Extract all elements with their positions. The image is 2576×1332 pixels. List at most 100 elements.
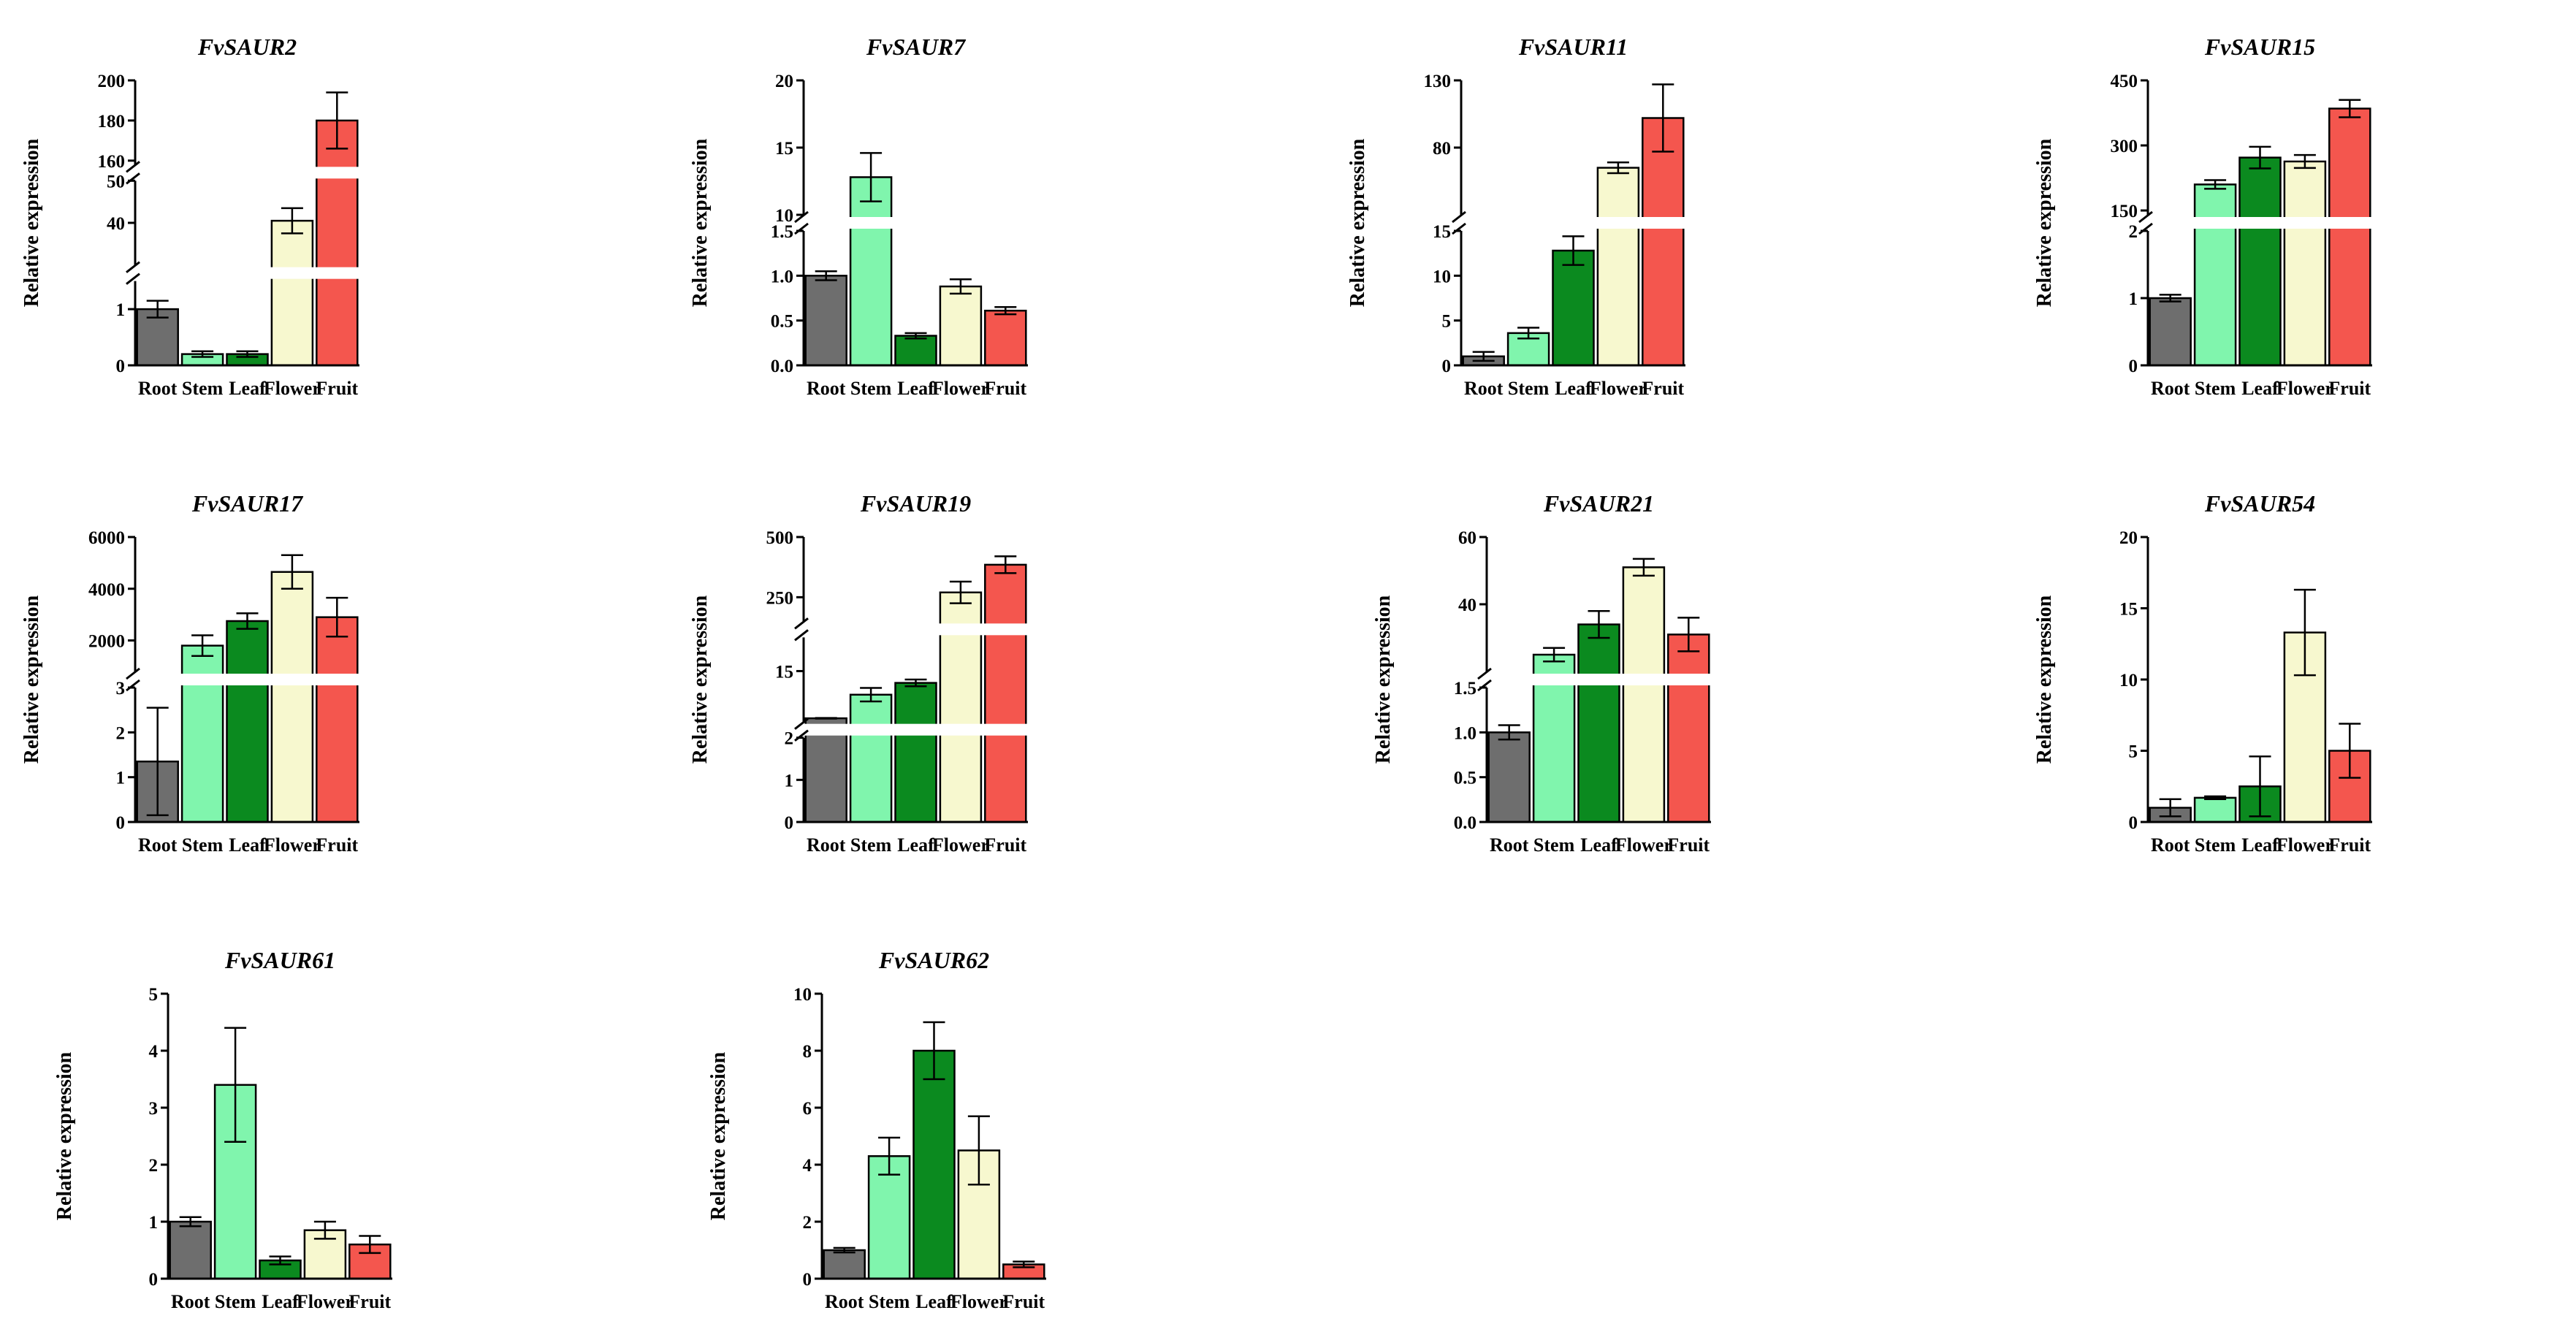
y-tick-label: 10 — [775, 206, 793, 226]
y-tick-label: 0 — [116, 813, 126, 833]
bar-flower — [1596, 167, 1640, 367]
y-tick-label: 2 — [116, 723, 126, 743]
y-tick-label: 10 — [793, 985, 812, 1005]
y-axis-label: Relative expression — [20, 595, 43, 764]
axis-break-gap — [1595, 217, 1641, 229]
axis-break-mark — [126, 161, 140, 173]
bar-leaf — [226, 620, 269, 823]
bar-fruit — [316, 616, 359, 823]
y-tick-label: 1.0 — [1454, 723, 1476, 743]
y-tick-label: 1.5 — [771, 222, 793, 242]
bar-stem — [849, 693, 893, 823]
chart-title: FvSAUR15 — [2204, 34, 2315, 60]
x-tick-label: Flower — [1590, 378, 1647, 399]
chart-panel-fvsaur19: FvSAUR19 Relative expression Root Stem Leaf F… — [683, 468, 1048, 856]
x-tick-label: Flower — [932, 378, 989, 399]
y-tick-label: 500 — [766, 528, 794, 548]
chart-fvsaur7: FvSAUR7 Relative expression Root Stem LeafFl… — [689, 34, 1028, 399]
y-tick-label: 160 — [98, 152, 126, 172]
x-tick-label: Leaf — [229, 834, 266, 856]
chart-title: FvSAUR17 — [191, 490, 304, 517]
x-tick-label: Fruit — [984, 834, 1026, 856]
chart-panel-fvsaur11: FvSAUR11 Relative expression Root Stem Leaf F… — [1341, 11, 1706, 399]
y-tick-label: 3 — [116, 679, 126, 699]
y-tick-label: 20 — [2119, 528, 2138, 548]
y-tick-label: 5 — [1442, 312, 1452, 332]
y-tick-label: 40 — [1458, 595, 1476, 615]
axis-break-mark — [1477, 679, 1492, 692]
chart-panel-fvsaur17: FvSAUR17 Relative expression Root Stem Leaf F… — [15, 468, 380, 856]
chart-title: FvSAUR11 — [1518, 34, 1628, 60]
axis-break-gap — [937, 623, 983, 636]
y-tick-label: 15 — [775, 662, 793, 682]
y-tick-label: 2 — [149, 1156, 159, 1176]
axis-break-mark — [1452, 210, 1466, 224]
y-tick-label: 1 — [785, 771, 794, 791]
y-tick-label: 1 — [2129, 289, 2138, 309]
y-tick-label: 0 — [2129, 813, 2138, 833]
axis-break-gap — [983, 723, 1029, 736]
chart-panel-fvsaur7: FvSAUR7 Relative expression Root Stem Leaf Fl… — [683, 11, 1048, 399]
y-tick-label: 130 — [1424, 72, 1452, 91]
y-tick-label: 15 — [1433, 222, 1451, 242]
y-tick-label: 6 — [803, 1099, 812, 1119]
bar-stem — [180, 644, 224, 823]
x-tick-label: Leaf — [229, 378, 266, 399]
y-tick-label: 4 — [149, 1042, 159, 1062]
x-tick-label: Leaf — [897, 378, 934, 399]
axis-break-gap — [1640, 217, 1686, 229]
chart-title: FvSAUR2 — [197, 34, 297, 60]
y-tick-label: 15 — [2119, 600, 2138, 620]
axis-break-mark — [794, 729, 809, 742]
y-tick-label: 0 — [116, 357, 126, 376]
bar-fruit — [984, 309, 1027, 367]
x-tick-label: Flower — [1615, 834, 1672, 856]
x-tick-label: Leaf — [2241, 378, 2279, 399]
y-tick-label: 3 — [149, 1099, 159, 1119]
x-tick-label: Flower — [932, 834, 989, 856]
y-tick-label: 0.0 — [1454, 813, 1476, 833]
bar-root — [804, 275, 847, 367]
y-tick-label: 5 — [149, 985, 159, 1005]
x-tick-label: Fruit — [1002, 1291, 1045, 1312]
axis-break-gap — [314, 674, 360, 685]
chart-title: FvSAUR21 — [1543, 490, 1654, 517]
x-tick-label: Root — [2151, 378, 2190, 399]
y-tick-label: 0.0 — [771, 357, 793, 376]
bar-leaf — [2238, 156, 2282, 367]
bar-fruit — [984, 563, 1027, 823]
axis-break-mark — [2138, 210, 2153, 224]
x-tick-label: Leaf — [262, 1291, 299, 1312]
axis-break-gap — [893, 723, 939, 736]
bar-root — [169, 1220, 212, 1280]
x-tick-label: Root — [138, 834, 178, 856]
chart-panel-fvsaur61: FvSAUR61 Relative expression Root Stem Leaf F… — [47, 924, 413, 1312]
bar-flower — [2283, 160, 2327, 367]
x-tick-label: Stem — [2195, 834, 2236, 856]
chart-title: FvSAUR19 — [860, 490, 971, 517]
x-tick-label: Stem — [215, 1291, 256, 1312]
axis-break-gap — [803, 723, 849, 736]
y-tick-label: 300 — [2111, 137, 2138, 156]
axis-break-mark — [2138, 222, 2153, 235]
axis-break-mark — [126, 172, 140, 185]
axis-break-gap — [848, 723, 894, 736]
bar-stem — [2193, 796, 2237, 823]
x-tick-label: Fruit — [348, 1291, 391, 1312]
y-tick-label: 40 — [107, 214, 125, 234]
y-tick-label: 2 — [803, 1213, 812, 1233]
y-tick-label: 10 — [2119, 671, 2138, 690]
bar-flower — [270, 571, 314, 823]
y-tick-label: 200 — [98, 72, 126, 91]
x-tick-label: Fruit — [316, 378, 358, 399]
chart-panel-fvsaur62: FvSAUR62 Relative expression Root Stem Leaf F… — [701, 924, 1067, 1312]
y-tick-label: 1 — [116, 300, 126, 320]
x-tick-label: Stem — [182, 834, 224, 856]
x-tick-label: Stem — [182, 378, 224, 399]
y-tick-label: 0 — [785, 813, 794, 833]
y-tick-label: 0 — [2129, 357, 2138, 376]
